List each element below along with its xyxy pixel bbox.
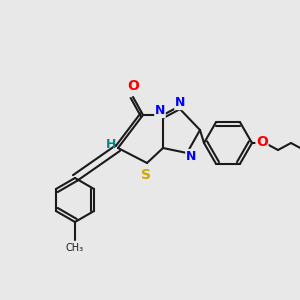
Text: O: O [256, 135, 268, 149]
Text: S: S [141, 168, 151, 182]
Text: O: O [127, 79, 139, 93]
Text: N: N [186, 149, 196, 163]
Text: N: N [175, 97, 185, 110]
Text: N: N [155, 104, 165, 118]
Text: H: H [106, 137, 116, 151]
Text: CH₃: CH₃ [66, 243, 84, 253]
